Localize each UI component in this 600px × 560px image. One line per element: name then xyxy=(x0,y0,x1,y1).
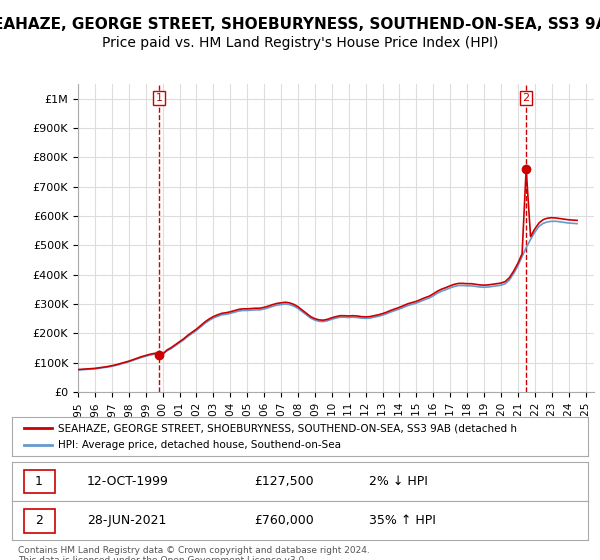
Text: SEAHAZE, GEORGE STREET, SHOEBURYNESS, SOUTHEND-ON-SEA, SS3 9AB: SEAHAZE, GEORGE STREET, SHOEBURYNESS, SO… xyxy=(0,17,600,32)
Text: SEAHAZE, GEORGE STREET, SHOEBURYNESS, SOUTHEND-ON-SEA, SS3 9AB (detached h: SEAHAZE, GEORGE STREET, SHOEBURYNESS, SO… xyxy=(58,423,517,433)
Text: 2: 2 xyxy=(523,93,530,103)
Text: HPI: Average price, detached house, Southend-on-Sea: HPI: Average price, detached house, Sout… xyxy=(58,440,341,450)
Text: 1: 1 xyxy=(155,93,163,103)
Text: 28-JUN-2021: 28-JUN-2021 xyxy=(87,514,166,528)
FancyBboxPatch shape xyxy=(23,509,55,533)
Text: £127,500: £127,500 xyxy=(254,475,314,488)
Text: £760,000: £760,000 xyxy=(254,514,314,528)
Text: 12-OCT-1999: 12-OCT-1999 xyxy=(87,475,169,488)
Text: 2% ↓ HPI: 2% ↓ HPI xyxy=(369,475,428,488)
Text: 2: 2 xyxy=(35,514,43,528)
Text: Contains HM Land Registry data © Crown copyright and database right 2024.
This d: Contains HM Land Registry data © Crown c… xyxy=(18,546,370,560)
Text: 35% ↑ HPI: 35% ↑ HPI xyxy=(369,514,436,528)
FancyBboxPatch shape xyxy=(23,470,55,493)
Text: 1: 1 xyxy=(35,475,43,488)
Text: Price paid vs. HM Land Registry's House Price Index (HPI): Price paid vs. HM Land Registry's House … xyxy=(102,36,498,50)
